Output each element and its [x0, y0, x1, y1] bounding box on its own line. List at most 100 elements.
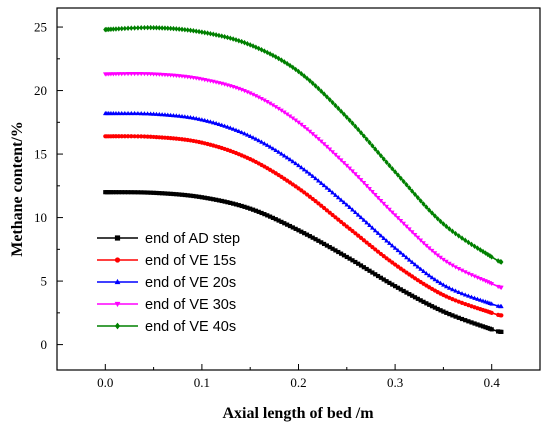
x-tick-label: 0.3 — [387, 375, 403, 390]
data-point — [338, 158, 344, 163]
data-point — [162, 112, 168, 117]
data-point — [318, 139, 324, 144]
data-point — [350, 258, 355, 263]
data-point — [142, 134, 147, 139]
y-tick-label: 10 — [34, 210, 47, 225]
data-point — [356, 126, 361, 133]
data-point — [162, 25, 168, 31]
data-point — [426, 246, 432, 251]
data-point — [364, 240, 369, 245]
series-end-of-ve-20s — [102, 110, 504, 309]
data-point — [412, 233, 418, 238]
data-point — [441, 282, 446, 287]
data-point — [122, 110, 128, 116]
data-point — [480, 278, 486, 283]
data-point — [168, 191, 173, 196]
data-point — [129, 190, 134, 195]
data-point — [435, 253, 441, 258]
data-point — [225, 200, 230, 205]
data-point — [432, 277, 438, 282]
data-point — [415, 235, 421, 241]
data-point — [129, 134, 134, 139]
data-point — [154, 111, 159, 116]
data-point — [453, 230, 458, 237]
data-point — [205, 30, 210, 36]
data-point — [310, 235, 315, 240]
data-point — [267, 144, 273, 149]
data-point — [296, 162, 301, 168]
data-point — [125, 110, 131, 116]
data-point — [162, 191, 168, 196]
data-point — [412, 191, 418, 198]
data-point — [333, 152, 338, 158]
data-point — [447, 226, 452, 232]
data-point — [216, 32, 222, 39]
data-point — [372, 193, 378, 198]
data-point — [421, 299, 426, 304]
data-point — [358, 263, 364, 268]
data-point — [205, 196, 210, 201]
data-point — [125, 72, 131, 77]
data-point — [301, 167, 307, 172]
data-point — [353, 259, 358, 265]
data-point — [138, 111, 144, 116]
data-point — [318, 180, 324, 185]
data-point — [285, 222, 290, 227]
data-point — [182, 114, 188, 119]
data-point — [469, 241, 474, 248]
data-point — [148, 24, 153, 31]
data-point — [462, 292, 468, 297]
data-point — [119, 72, 125, 77]
data-point — [330, 190, 335, 195]
data-point — [466, 271, 471, 276]
data-point — [239, 87, 244, 93]
data-point — [145, 111, 150, 116]
data-point — [412, 262, 418, 267]
data-point — [132, 190, 137, 195]
y-tick-label: 5 — [41, 274, 48, 289]
data-point — [290, 159, 296, 164]
legend-label: end of VE 15s — [145, 253, 236, 269]
data-point — [219, 198, 224, 204]
x-tick-label: 0.0 — [97, 375, 113, 390]
data-point — [282, 59, 287, 65]
y-tick-label: 20 — [34, 83, 47, 98]
data-point — [165, 191, 170, 196]
data-point — [330, 246, 335, 251]
data-point — [370, 190, 375, 195]
data-point — [276, 149, 281, 154]
data-point — [122, 72, 128, 77]
data-point — [475, 275, 480, 280]
data-point — [441, 309, 446, 314]
data-point — [282, 221, 287, 226]
data-point — [344, 114, 349, 120]
data-point — [319, 240, 324, 245]
data-point — [319, 88, 324, 94]
data-point — [270, 215, 276, 220]
data-point — [321, 182, 327, 188]
data-point — [447, 285, 452, 290]
data-point — [145, 72, 150, 77]
data-point — [364, 266, 369, 272]
data-point — [174, 113, 179, 118]
data-point — [113, 26, 119, 32]
data-point — [310, 80, 315, 87]
data-point — [179, 26, 185, 33]
data-point — [132, 134, 137, 139]
series-end-of-ad-step — [103, 190, 504, 334]
data-point — [381, 254, 386, 259]
data-point — [285, 60, 290, 67]
data-point — [202, 29, 207, 36]
data-point — [463, 318, 468, 323]
data-point — [418, 298, 423, 303]
data-point — [395, 172, 401, 178]
legend-marker — [114, 278, 121, 285]
data-point — [193, 116, 199, 121]
data-point — [135, 190, 141, 195]
data-point — [253, 136, 259, 141]
data-point — [276, 218, 281, 223]
data-point — [378, 275, 383, 280]
data-point — [139, 190, 144, 195]
data-point — [392, 245, 398, 250]
